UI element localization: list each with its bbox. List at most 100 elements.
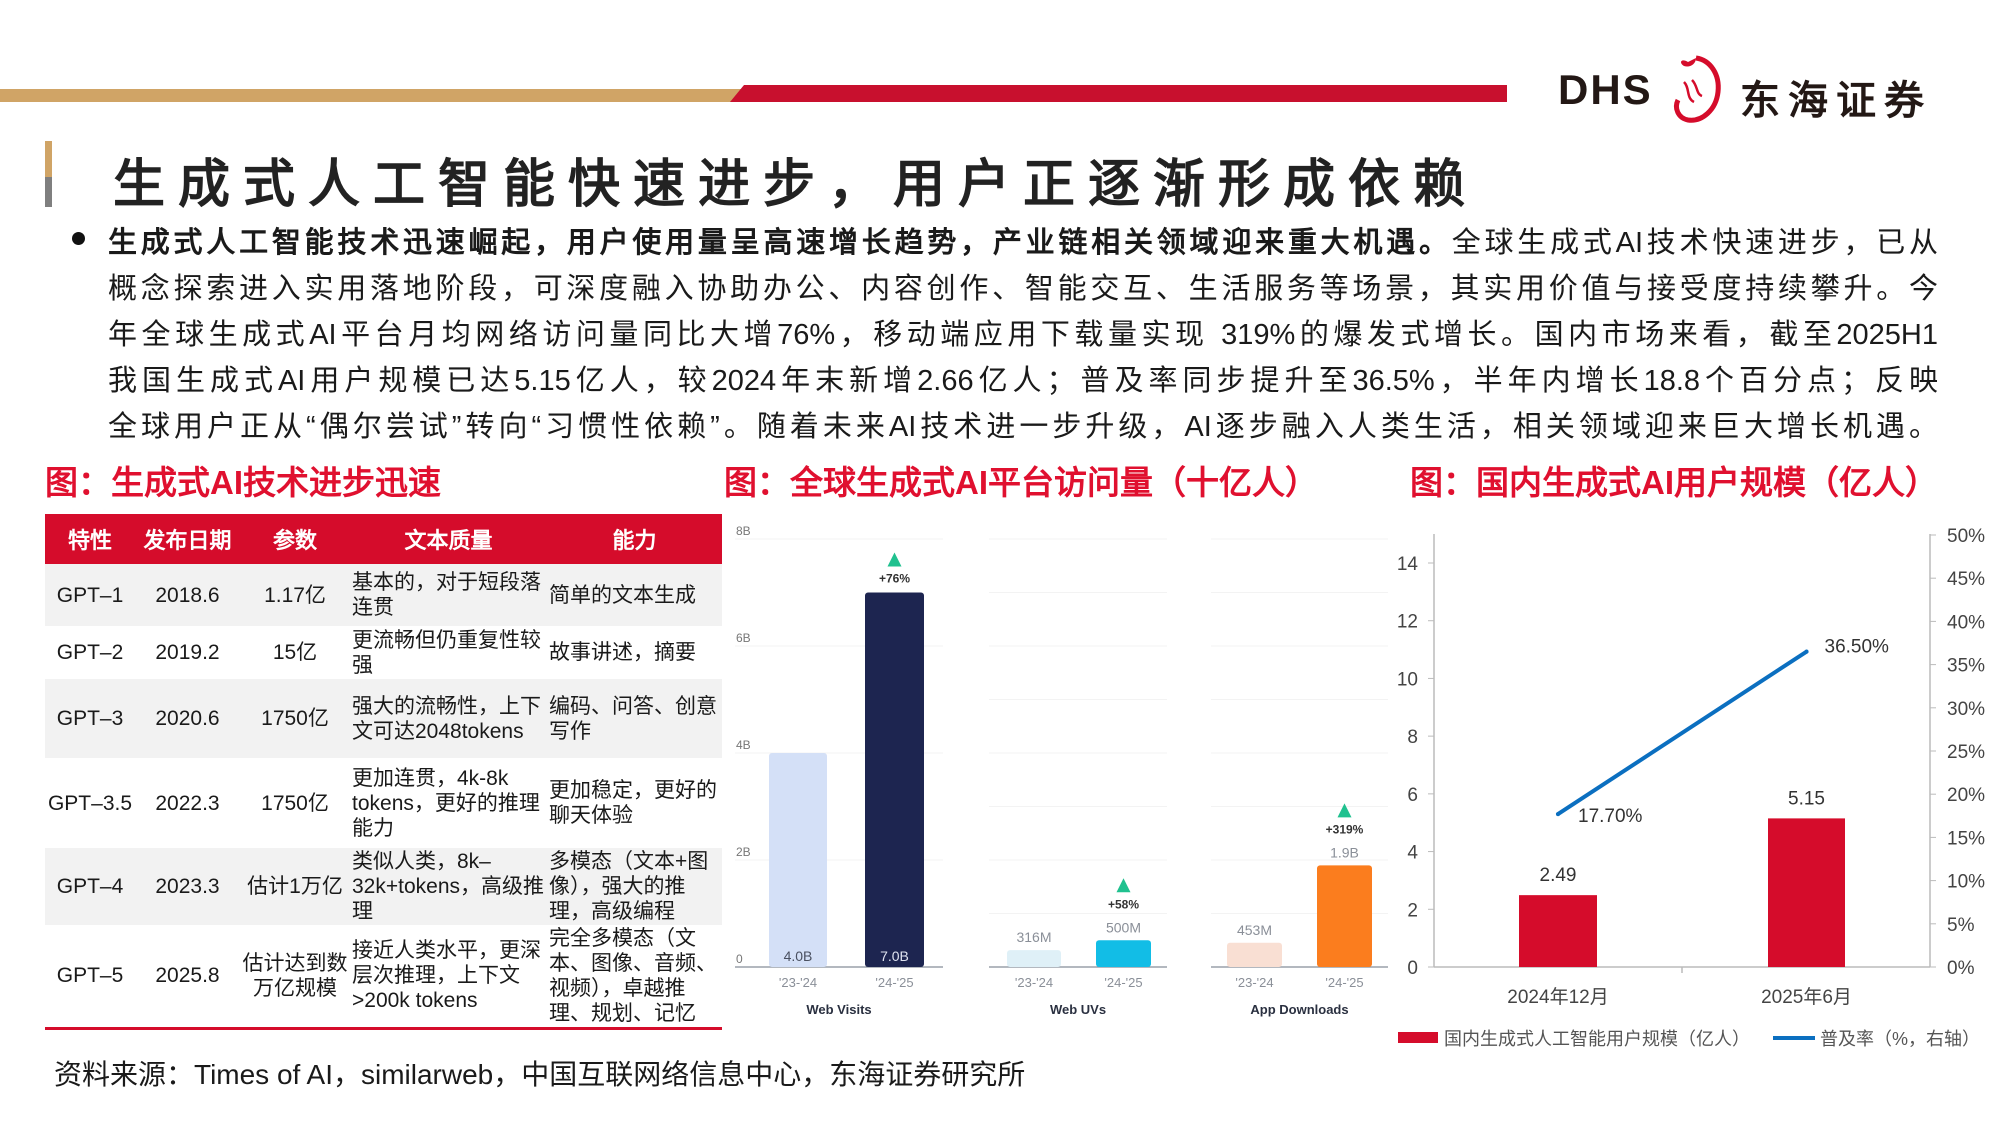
right-y-tick-label: 50% bbox=[1947, 526, 1985, 547]
bar-value-label: 7.0B bbox=[880, 948, 909, 964]
right-y-tick-label: 45% bbox=[1947, 569, 1985, 590]
right-y-tick-label: 25% bbox=[1947, 742, 1985, 763]
increase-triangle-icon bbox=[1337, 803, 1352, 818]
right-y-tick-label: 35% bbox=[1947, 656, 1985, 677]
left-y-tick-label: 14 bbox=[1397, 554, 1419, 575]
gpt-comparison-table: 特性 发布日期 参数 文本质量 能力 GPT–1 2018.6 1.17亿 基本的，对… bbox=[45, 514, 722, 1030]
bar bbox=[1317, 865, 1372, 967]
column-header: 发布日期 bbox=[135, 514, 240, 564]
logo-latin: DHS bbox=[1558, 66, 1653, 113]
increase-triangle-icon bbox=[1116, 878, 1131, 893]
left-y-tick-label: 4 bbox=[1407, 843, 1418, 864]
table-cell: 简单的文本生成 bbox=[547, 564, 722, 626]
table-cell: 基本的，对于短段落连贯 bbox=[350, 564, 547, 626]
left-y-tick-label: 2 bbox=[1407, 900, 1418, 921]
right-y-tick-label: 5% bbox=[1947, 915, 1975, 936]
paragraph-text: 全球生成式AI技术快速进步，已从 bbox=[1451, 227, 1938, 259]
paragraph-line: 年全球生成式AI平台月均网络访问量同比大增76%，移动端应用下载量实现 319%… bbox=[108, 319, 1938, 351]
table-row: GPT–5 2025.8 估计达到数万亿规模 接近人类水平，更深层次推理，上下文>20… bbox=[45, 925, 722, 1028]
left-y-tick-label: 10 bbox=[1397, 669, 1418, 690]
source-note: 资料来源：Times of AI，similarweb，中国互联网络信息中心，东… bbox=[54, 1059, 1026, 1090]
table-cell: 1.17亿 bbox=[240, 564, 350, 626]
column-header: 文本质量 bbox=[350, 514, 547, 564]
bullet-icon bbox=[72, 232, 85, 245]
table-row: GPT–3.5 2022.3 1750亿 更加连贯，4k-8k tokens，更好的推… bbox=[45, 758, 722, 848]
table-cell: 完全多模态（文本、图像、音频、视频），卓越推理、规划、记忆 bbox=[549, 926, 717, 1025]
table-cell: 2022.3 bbox=[155, 791, 220, 815]
table-cell: 编码、问答、创意写作 bbox=[547, 679, 722, 758]
x-tick-label: '23-'24 bbox=[779, 975, 817, 990]
table-cell: 更流畅但仍重复性较强 bbox=[352, 628, 541, 677]
table-cell: 故事讲述，摘要 bbox=[549, 641, 696, 664]
increase-triangle-icon bbox=[887, 552, 902, 567]
right-y-tick-label: 10% bbox=[1947, 872, 1985, 893]
table-row: GPT–2 2019.2 15亿 更流畅但仍重复性较强 故事讲述，摘要 bbox=[45, 626, 722, 679]
paragraph-line: 生成式人工智能技术迅速崛起，用户使用量呈高速增长趋势，产业链相关领域迎来重大机遇… bbox=[108, 220, 1938, 266]
change-label: +58% bbox=[1108, 897, 1139, 911]
panel-title: Web Visits bbox=[806, 1002, 871, 1017]
title-accent-bar-grey bbox=[45, 177, 52, 207]
table-cell: 强大的流畅性，上下文可达2048tokens bbox=[350, 679, 547, 758]
x-tick-label: 2025年6月 bbox=[1761, 986, 1852, 1008]
table-cell: 估计达到数万亿规模 bbox=[242, 951, 348, 1000]
bar-value-label: 500M bbox=[1106, 919, 1141, 935]
company-logo: DHS 东海证券 bbox=[1558, 52, 1958, 128]
bar-value-label: 316M bbox=[1016, 929, 1051, 945]
y-tick-label: 6B bbox=[736, 631, 751, 645]
table-cell: GPT–1 bbox=[45, 564, 135, 626]
panel-title: Web UVs bbox=[1050, 1002, 1106, 1017]
table-cell: GPT–3 bbox=[45, 679, 135, 758]
table-cell: 更加连贯，4k-8k tokens，更好的推理能力 bbox=[352, 766, 540, 840]
left-y-tick-label: 12 bbox=[1397, 612, 1418, 633]
x-tick-label: 2024年12月 bbox=[1507, 986, 1608, 1008]
table-cell: 2020.6 bbox=[135, 679, 240, 758]
paragraph-line: 概念探索进入实用落地阶段，可深度融入协助办公、内容创作、智能交互、生活服务等场景… bbox=[108, 273, 1938, 305]
figure-caption-gpt-progress: 图：生成式AI技术进步迅速 bbox=[45, 464, 441, 501]
bar bbox=[769, 753, 827, 967]
table-cell: 1750亿 bbox=[240, 679, 350, 758]
table-cell: 2018.6 bbox=[135, 564, 240, 626]
header-red-stripe bbox=[730, 85, 1507, 102]
table-cell: 多模态（文本+图像），强大的推理，高级编程 bbox=[547, 848, 722, 925]
header-gold-stripe bbox=[0, 89, 745, 102]
legend-label: 国内生成式人工智能用户规模（亿人） bbox=[1444, 1029, 1750, 1049]
bar-value-label: 453M bbox=[1237, 922, 1272, 938]
table-cell: 接近人类水平，更深层次推理，上下文>200k tokens bbox=[352, 939, 541, 1013]
table-header-row: 特性 发布日期 参数 文本质量 能力 bbox=[45, 514, 722, 564]
table-cell: 更加稳定，更好的聊天体验 bbox=[549, 779, 717, 827]
paragraph-line: 我国生成式AI用户规模已达5.15亿人，较2024年末新增2.66亿人；普及率同… bbox=[108, 365, 1938, 397]
line-series bbox=[1556, 649, 1809, 817]
y-tick-label: 8B bbox=[736, 524, 751, 538]
bar bbox=[865, 592, 924, 967]
table-cell: GPT–4 bbox=[45, 848, 135, 925]
right-y-tick-label: 15% bbox=[1947, 828, 1985, 849]
bar bbox=[1007, 950, 1061, 967]
x-tick-label: '24-'25 bbox=[875, 975, 913, 990]
left-y-tick-label: 0 bbox=[1407, 958, 1418, 979]
figure-caption-global-visits: 图：全球生成式AI平台访问量（十亿人） bbox=[724, 464, 1318, 501]
x-tick-label: '24-'25 bbox=[1104, 975, 1142, 990]
table-cell: 2025.8 bbox=[155, 964, 220, 988]
line-value-label: 36.50% bbox=[1825, 637, 1890, 658]
table-cell: 2019.2 bbox=[155, 641, 220, 664]
table-cell: GPT–2 bbox=[56, 641, 124, 664]
line-point bbox=[1556, 812, 1560, 817]
panel-title: App Downloads bbox=[1250, 1002, 1348, 1017]
column-header: 特性 bbox=[45, 514, 135, 564]
change-label: +76% bbox=[879, 572, 910, 586]
paragraph-bold-lead: 生成式人工智能技术迅速崛起，用户使用量呈高速增长趋势，产业链相关领域迎来重大机遇… bbox=[108, 227, 1452, 259]
legend-bar-swatch bbox=[1398, 1032, 1438, 1043]
line-value-label: 17.70% bbox=[1578, 806, 1643, 827]
table-row: GPT–3 2020.6 1750亿 强大的流畅性，上下文可达2048tokens 编码… bbox=[45, 679, 722, 758]
right-y-tick-label: 30% bbox=[1947, 699, 1985, 720]
table-cell: 15亿 bbox=[272, 641, 318, 664]
legend-label: 普及率（%，右轴） bbox=[1820, 1029, 1980, 1049]
table-cell: 估计1万亿 bbox=[240, 848, 350, 925]
summary-paragraph: 生成式人工智能技术迅速崛起，用户使用量呈高速增长趋势，产业链相关领域迎来重大机遇… bbox=[108, 220, 1938, 450]
y-tick-label: 4B bbox=[736, 738, 751, 752]
paragraph-line: 全球用户正从“偶尔尝试”转向“习惯性依赖”。随着未来AI技术进一步升级，AI逐步… bbox=[108, 411, 1938, 443]
bar-value-label: 5.15 bbox=[1788, 788, 1825, 809]
bar-value-label: 4.0B bbox=[784, 948, 813, 964]
logo-chinese: 东海证券 bbox=[1740, 79, 1932, 123]
